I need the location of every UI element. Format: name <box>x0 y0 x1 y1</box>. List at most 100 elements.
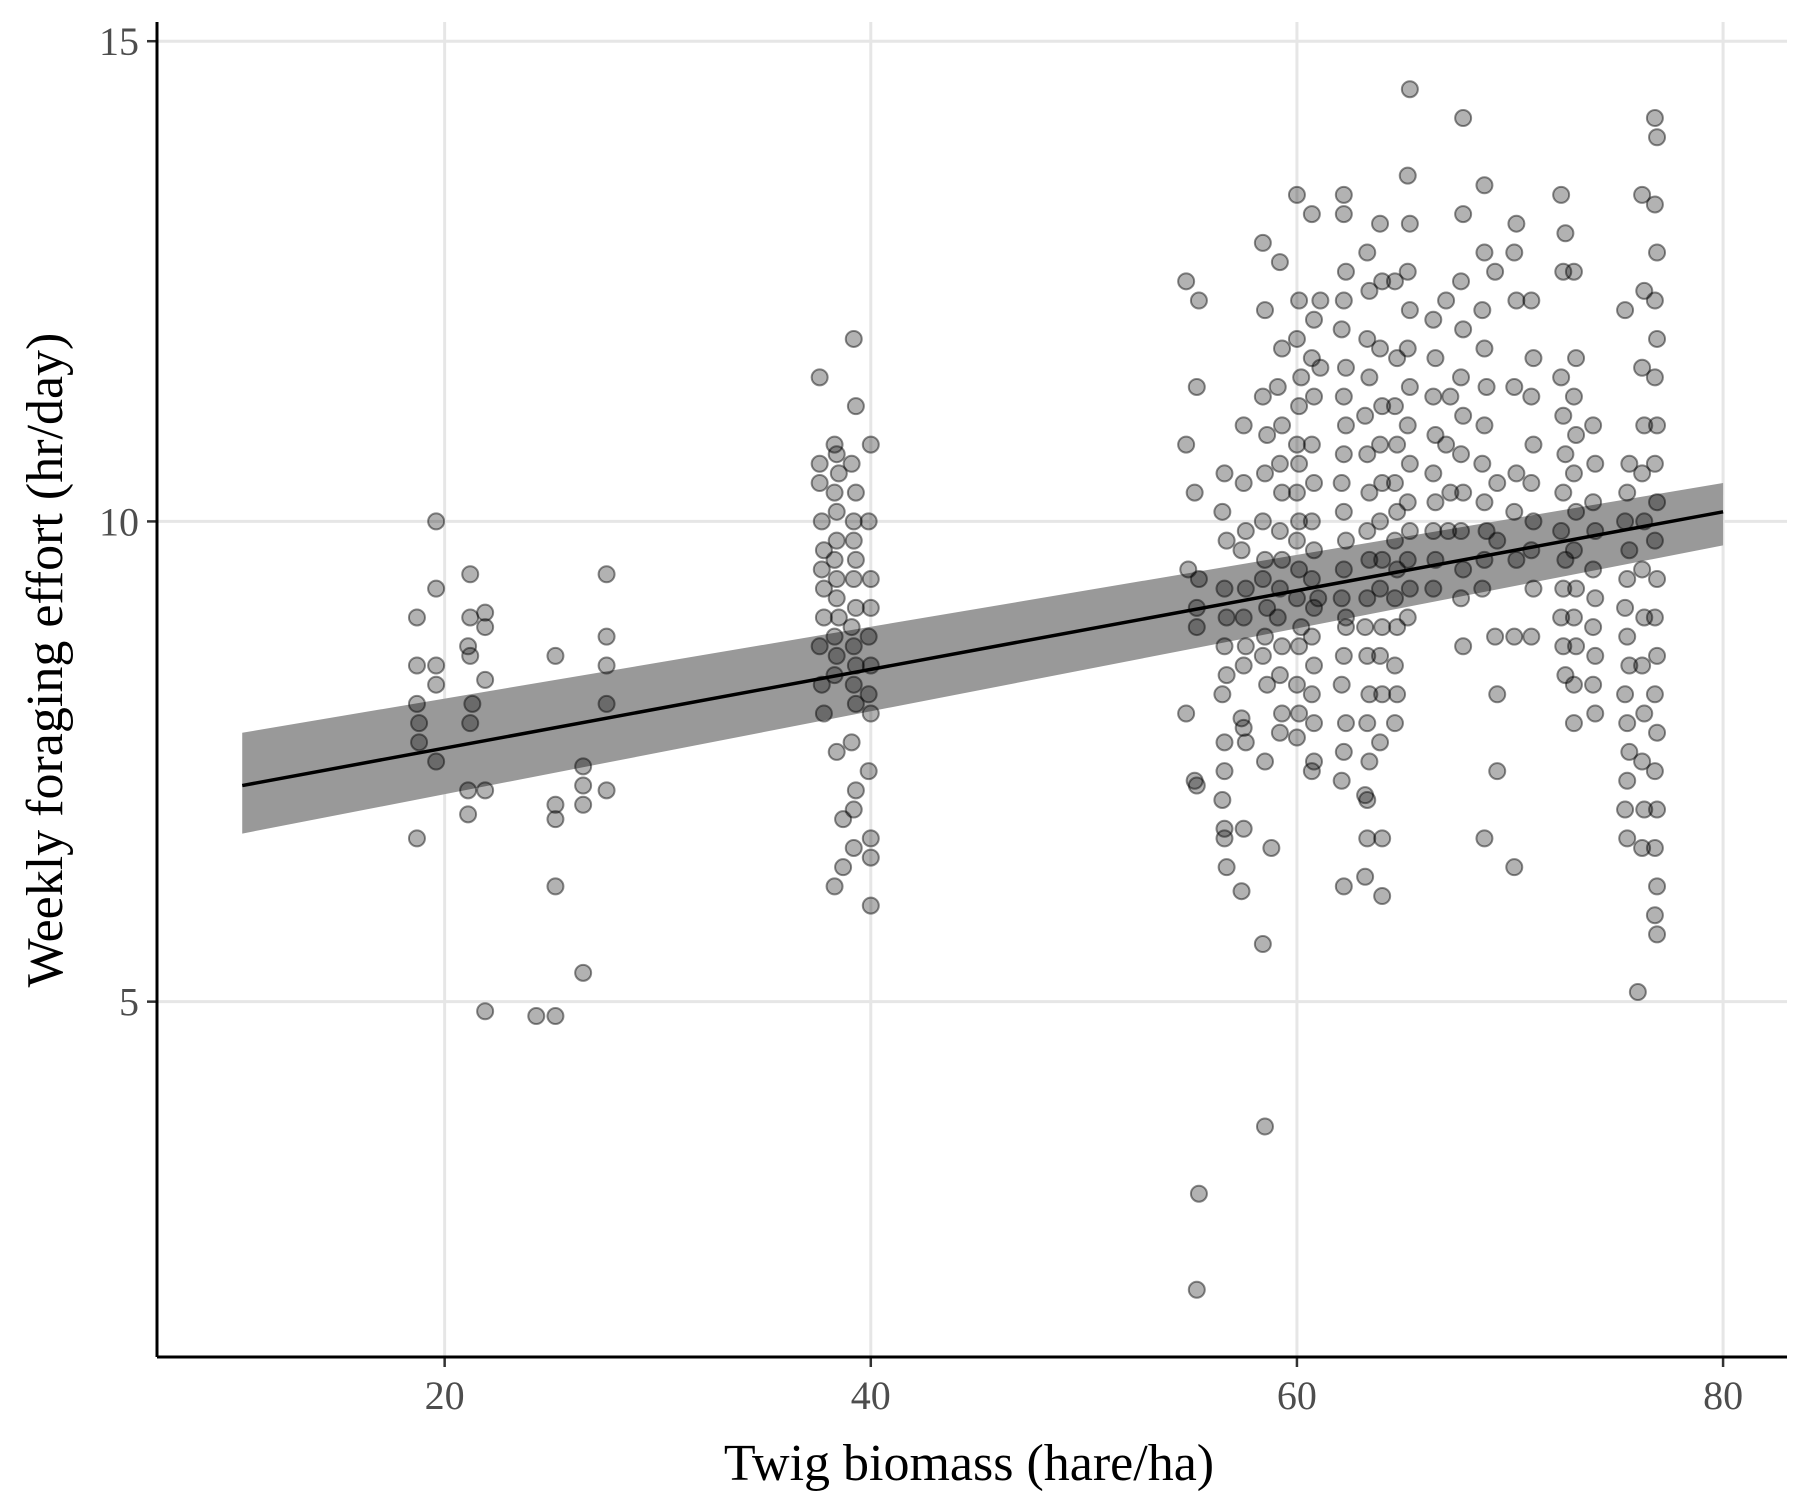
data-point <box>861 570 880 589</box>
data-point <box>1648 416 1667 435</box>
data-point <box>1439 522 1458 541</box>
data-point <box>1488 762 1507 781</box>
data-point <box>1304 752 1323 771</box>
data-point <box>1187 1280 1206 1299</box>
data-point <box>1358 714 1377 733</box>
data-point <box>1234 416 1253 435</box>
x-tick-label: 60 <box>1277 1373 1317 1418</box>
data-point <box>1475 243 1494 262</box>
data-point <box>859 762 878 781</box>
data-point <box>842 733 861 752</box>
data-point <box>1554 406 1573 425</box>
data-point <box>427 656 446 675</box>
data-point <box>1358 522 1377 541</box>
data-point <box>1424 310 1443 329</box>
data-point <box>1334 646 1353 665</box>
data-point <box>1454 406 1473 425</box>
data-point <box>861 896 880 915</box>
data-point <box>1426 349 1445 368</box>
data-point <box>1213 502 1232 521</box>
data-point <box>1635 704 1654 723</box>
data-point <box>1177 435 1196 454</box>
data-point <box>461 608 480 627</box>
data-point <box>1486 627 1505 646</box>
data-point <box>407 608 426 627</box>
data-point <box>1388 502 1407 521</box>
data-point <box>407 829 426 848</box>
data-point <box>427 752 446 771</box>
data-point <box>1332 589 1351 608</box>
data-point <box>1371 214 1390 233</box>
data-point <box>546 795 565 814</box>
data-point <box>1475 829 1494 848</box>
data-point <box>1452 522 1470 541</box>
data-point <box>1398 262 1417 281</box>
data-point <box>1215 762 1234 781</box>
data-point <box>1273 483 1292 502</box>
data-point <box>844 675 863 694</box>
data-point <box>1311 291 1330 310</box>
data-point <box>1336 618 1355 637</box>
data-point <box>1253 512 1272 531</box>
data-point <box>1635 281 1654 300</box>
data-point <box>459 805 478 824</box>
data-point <box>1270 454 1289 473</box>
data-point <box>1253 570 1272 589</box>
data-point <box>1270 253 1289 272</box>
data-point <box>1488 685 1507 704</box>
data-point <box>574 776 593 795</box>
x-axis-title: Twig biomass (hare/ha) <box>724 1435 1214 1492</box>
data-point <box>1373 618 1392 637</box>
data-point <box>1400 214 1419 233</box>
data-point <box>827 502 846 521</box>
data-point <box>1270 666 1289 685</box>
data-point <box>1616 800 1635 819</box>
data-point <box>1356 406 1375 425</box>
data-point <box>1477 377 1496 396</box>
data-point <box>1334 445 1353 464</box>
data-point <box>842 618 861 637</box>
data-point <box>1452 445 1470 464</box>
data-point <box>1187 776 1206 795</box>
data-point <box>1475 176 1494 195</box>
data-point <box>1586 454 1605 473</box>
data-point <box>1620 656 1639 675</box>
data-point <box>861 848 880 867</box>
data-point <box>1475 493 1494 512</box>
data-point <box>1633 185 1652 204</box>
data-point <box>1290 512 1309 531</box>
data-point <box>1620 541 1639 560</box>
data-point <box>1236 522 1255 541</box>
data-point <box>1255 627 1274 646</box>
data-point <box>1360 483 1379 502</box>
data-point <box>1388 618 1407 637</box>
data-point <box>1648 493 1667 512</box>
data-point <box>1185 483 1204 502</box>
data-point <box>1270 723 1289 742</box>
data-point <box>1586 646 1605 665</box>
data-point <box>1620 742 1639 761</box>
data-point <box>1522 291 1541 310</box>
axes <box>147 22 1787 1367</box>
data-point <box>846 781 865 800</box>
data-point <box>1255 550 1274 569</box>
data-point <box>810 474 829 493</box>
data-point <box>1371 733 1390 752</box>
data-point <box>1304 474 1323 493</box>
data-point <box>1287 435 1306 454</box>
data-point <box>546 877 565 896</box>
data-point <box>1304 598 1323 617</box>
data-point <box>1398 608 1417 627</box>
data-point <box>1304 714 1323 733</box>
x-tick-label: 80 <box>1703 1373 1743 1418</box>
data-point <box>1334 185 1353 204</box>
data-point <box>459 781 478 800</box>
data-points <box>407 80 1667 1299</box>
data-point <box>842 454 861 473</box>
data-point <box>1311 358 1330 377</box>
data-point <box>1334 742 1353 761</box>
data-point <box>1645 454 1664 473</box>
data-point <box>1360 752 1379 771</box>
data-point <box>1398 550 1417 569</box>
data-point <box>476 618 495 637</box>
